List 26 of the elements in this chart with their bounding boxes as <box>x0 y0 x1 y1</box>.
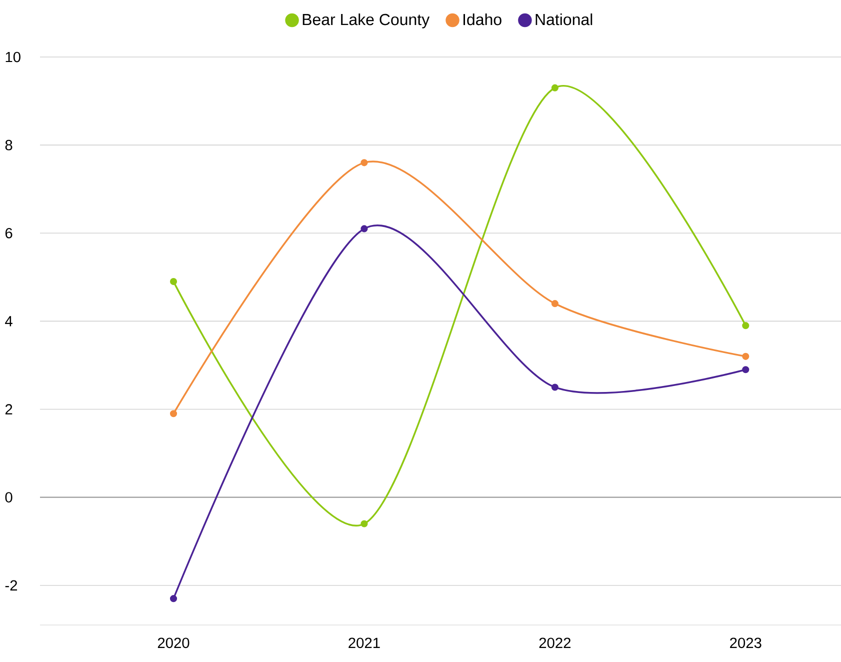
y-tick-label: 2 <box>5 404 12 414</box>
point <box>551 84 558 92</box>
point <box>170 278 178 286</box>
y-tick-label: -2 <box>5 580 18 590</box>
y-tick-label: 4 <box>5 316 12 326</box>
point <box>360 159 368 166</box>
point <box>742 352 750 360</box>
x-tick-label: 2022 <box>539 638 571 648</box>
legend-label: National <box>536 13 592 26</box>
x-tick-label: 2020 <box>158 638 190 648</box>
y-tick-label: 8 <box>5 140 12 150</box>
point <box>742 366 750 374</box>
y-tick-label: 0 <box>5 492 12 503</box>
x-tick-label: 2023 <box>730 638 762 648</box>
y-tick-label: 10 <box>6 52 20 62</box>
x-tick-label: 2021 <box>348 638 380 648</box>
legend-label: Bear Lake County <box>302 13 430 28</box>
point <box>360 520 368 528</box>
point <box>360 225 368 232</box>
point <box>170 410 178 418</box>
legend-label: Idaho <box>464 13 502 26</box>
point <box>551 384 558 391</box>
point <box>742 322 750 330</box>
y-tick-label: 6 <box>5 228 12 238</box>
point <box>170 595 178 602</box>
point <box>551 300 558 308</box>
